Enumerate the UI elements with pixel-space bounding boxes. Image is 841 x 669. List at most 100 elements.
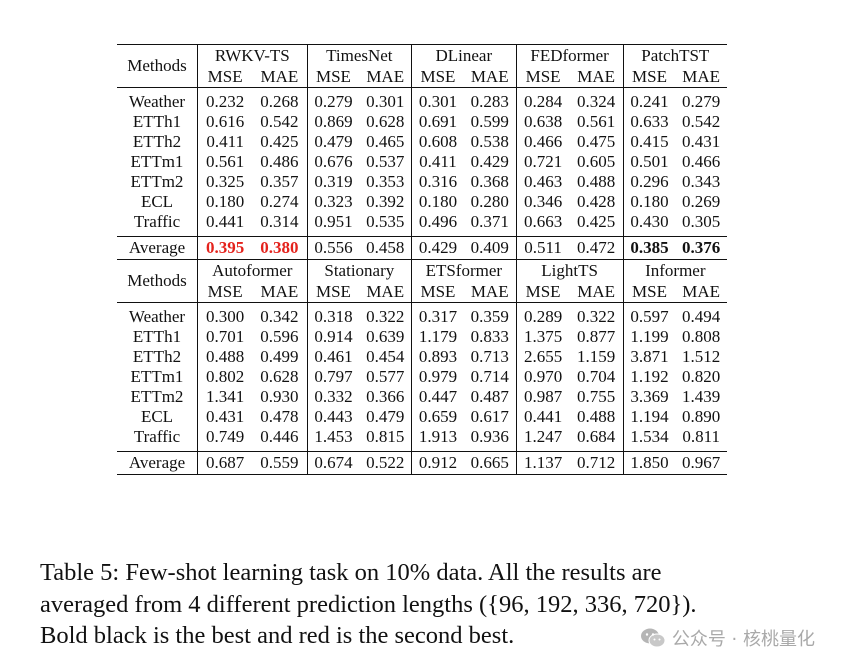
metric-value: 0.359 xyxy=(470,307,509,326)
metric-value: 0.429 xyxy=(470,152,509,171)
metric-value: 1.179 xyxy=(411,327,464,347)
metric-header-mae: MAE xyxy=(682,66,721,86)
metric-value: 0.274 xyxy=(260,192,299,211)
dataset-name: ETTh2 xyxy=(132,132,182,151)
spacer-cell xyxy=(569,302,624,307)
metric-value: 0.663 xyxy=(515,212,570,232)
average-value: 0.395 xyxy=(197,236,253,260)
caption-line: averaged from 4 different prediction len… xyxy=(40,590,697,618)
spacer-cell xyxy=(411,447,464,452)
spacer-cell xyxy=(463,302,517,307)
metric-value: 0.914 xyxy=(306,327,360,347)
spacer-cell xyxy=(622,447,676,452)
metric-value: 0.628 xyxy=(260,367,299,386)
metric-value: 1.512 xyxy=(682,347,721,366)
table-row: Traffic 0.749 0.446 1.453 0.815 1.913 0.936 1.2… xyxy=(117,427,727,447)
metric-value: 1.159 xyxy=(576,347,616,366)
spacer-cell xyxy=(515,87,570,92)
metric-value: 3.369 xyxy=(622,387,676,407)
metric-value: 1.199 xyxy=(622,327,676,347)
spacer-cell xyxy=(252,87,308,92)
metric-value: 0.318 xyxy=(306,307,360,327)
dataset-name: ETTh1 xyxy=(132,327,182,346)
spacer-cell xyxy=(306,302,360,307)
caption-line: Bold black is the best and red is the se… xyxy=(40,622,515,649)
metric-value: 0.936 xyxy=(470,427,509,446)
metric-header-mse: MSE xyxy=(306,66,360,88)
spacer-cell xyxy=(622,87,676,92)
metric-header-mse: MSE xyxy=(515,66,570,88)
metric-value: 0.283 xyxy=(470,92,509,111)
metric-value: 0.721 xyxy=(515,152,570,172)
metric-value: 0.289 xyxy=(515,307,570,327)
table-row: ECL 0.180 0.274 0.323 0.392 0.180 0.280 0.346 0.… xyxy=(117,192,727,212)
average-value: 0.522 xyxy=(359,451,412,475)
header-row-models: Methods Autoformer Stationary ETSformer Ligh… xyxy=(117,259,727,303)
metric-value: 0.301 xyxy=(366,92,405,111)
metric-header-mae: MAE xyxy=(470,66,509,86)
metric-value: 0.475 xyxy=(576,132,616,151)
spacer-cell xyxy=(117,302,198,307)
metric-value: 0.305 xyxy=(682,212,721,231)
metric-value: 0.486 xyxy=(260,152,299,171)
metric-value: 0.284 xyxy=(515,92,570,112)
average-value: 0.912 xyxy=(411,451,464,475)
dataset-name: ETTm2 xyxy=(130,172,184,191)
metric-value: 0.371 xyxy=(470,212,509,231)
wechat-icon xyxy=(640,628,666,648)
spacer-cell xyxy=(411,87,464,92)
dataset-name: ETTh1 xyxy=(132,112,182,131)
table-row: ETTm2 1.341 0.930 0.332 0.366 0.447 0.487 0.987… xyxy=(117,387,727,407)
metric-value: 0.797 xyxy=(306,367,360,387)
table-row: ETTh1 0.616 0.542 0.869 0.628 0.691 0.599 0.638… xyxy=(117,112,727,132)
model-header: ETSformer xyxy=(411,259,517,281)
metric-value: 0.443 xyxy=(306,407,360,427)
model-header: TimesNet xyxy=(306,44,412,66)
average-value: 0.712 xyxy=(569,451,624,475)
metric-value: 0.323 xyxy=(306,192,360,212)
metric-value: 0.833 xyxy=(470,327,509,346)
metric-value: 0.605 xyxy=(576,152,616,171)
metric-value: 0.638 xyxy=(515,112,570,132)
spacer-cell xyxy=(675,87,727,92)
metric-value: 1.192 xyxy=(622,367,676,387)
metric-header-mae: MAE xyxy=(260,66,299,86)
metric-value: 0.811 xyxy=(682,427,720,446)
model-header: RWKV-TS xyxy=(197,44,308,66)
metric-value: 0.538 xyxy=(470,132,509,151)
metric-value: 0.561 xyxy=(576,112,616,131)
table-row: ETTh2 0.488 0.499 0.461 0.454 0.893 0.713 2.655… xyxy=(117,347,727,367)
spacer-cell xyxy=(306,232,360,237)
average-label: Average xyxy=(117,451,198,475)
metric-value: 0.411 xyxy=(197,132,253,152)
metric-value: 0.441 xyxy=(515,407,570,427)
metric-value: 0.684 xyxy=(576,427,616,446)
average-value: 0.376 xyxy=(675,236,727,260)
spacer-cell xyxy=(197,302,253,307)
methods-header: Methods xyxy=(117,259,198,303)
average-value: 0.458 xyxy=(359,236,412,260)
table-row: Weather 0.232 0.268 0.279 0.301 0.301 0.283 0.2… xyxy=(117,92,727,112)
metric-value: 2.655 xyxy=(515,347,570,367)
metric-value: 0.280 xyxy=(470,192,509,211)
metric-value: 0.488 xyxy=(197,347,253,367)
metric-value: 0.542 xyxy=(682,112,721,131)
metric-value: 0.537 xyxy=(366,152,405,171)
metric-value: 0.691 xyxy=(411,112,464,132)
average-value: 0.674 xyxy=(306,451,360,475)
spacer-cell xyxy=(197,232,253,237)
metric-header-mae: MAE xyxy=(577,281,615,301)
metric-value: 0.713 xyxy=(470,347,509,366)
metric-value: 0.535 xyxy=(366,212,405,231)
average-value: 0.385 xyxy=(622,236,676,260)
average-value: 0.559 xyxy=(252,451,308,475)
metric-value: 0.279 xyxy=(306,92,360,112)
metric-value: 1.453 xyxy=(306,427,360,447)
average-row: Average 0.687 0.559 0.674 0.522 0.912 0.665 1.1… xyxy=(117,451,727,475)
metric-value: 0.332 xyxy=(306,387,360,407)
metric-value: 0.366 xyxy=(366,387,405,406)
metric-header-mse: MSE xyxy=(306,281,360,303)
metric-value: 0.325 xyxy=(197,172,253,192)
metric-value: 1.341 xyxy=(197,387,253,407)
average-value: 0.556 xyxy=(306,236,360,260)
